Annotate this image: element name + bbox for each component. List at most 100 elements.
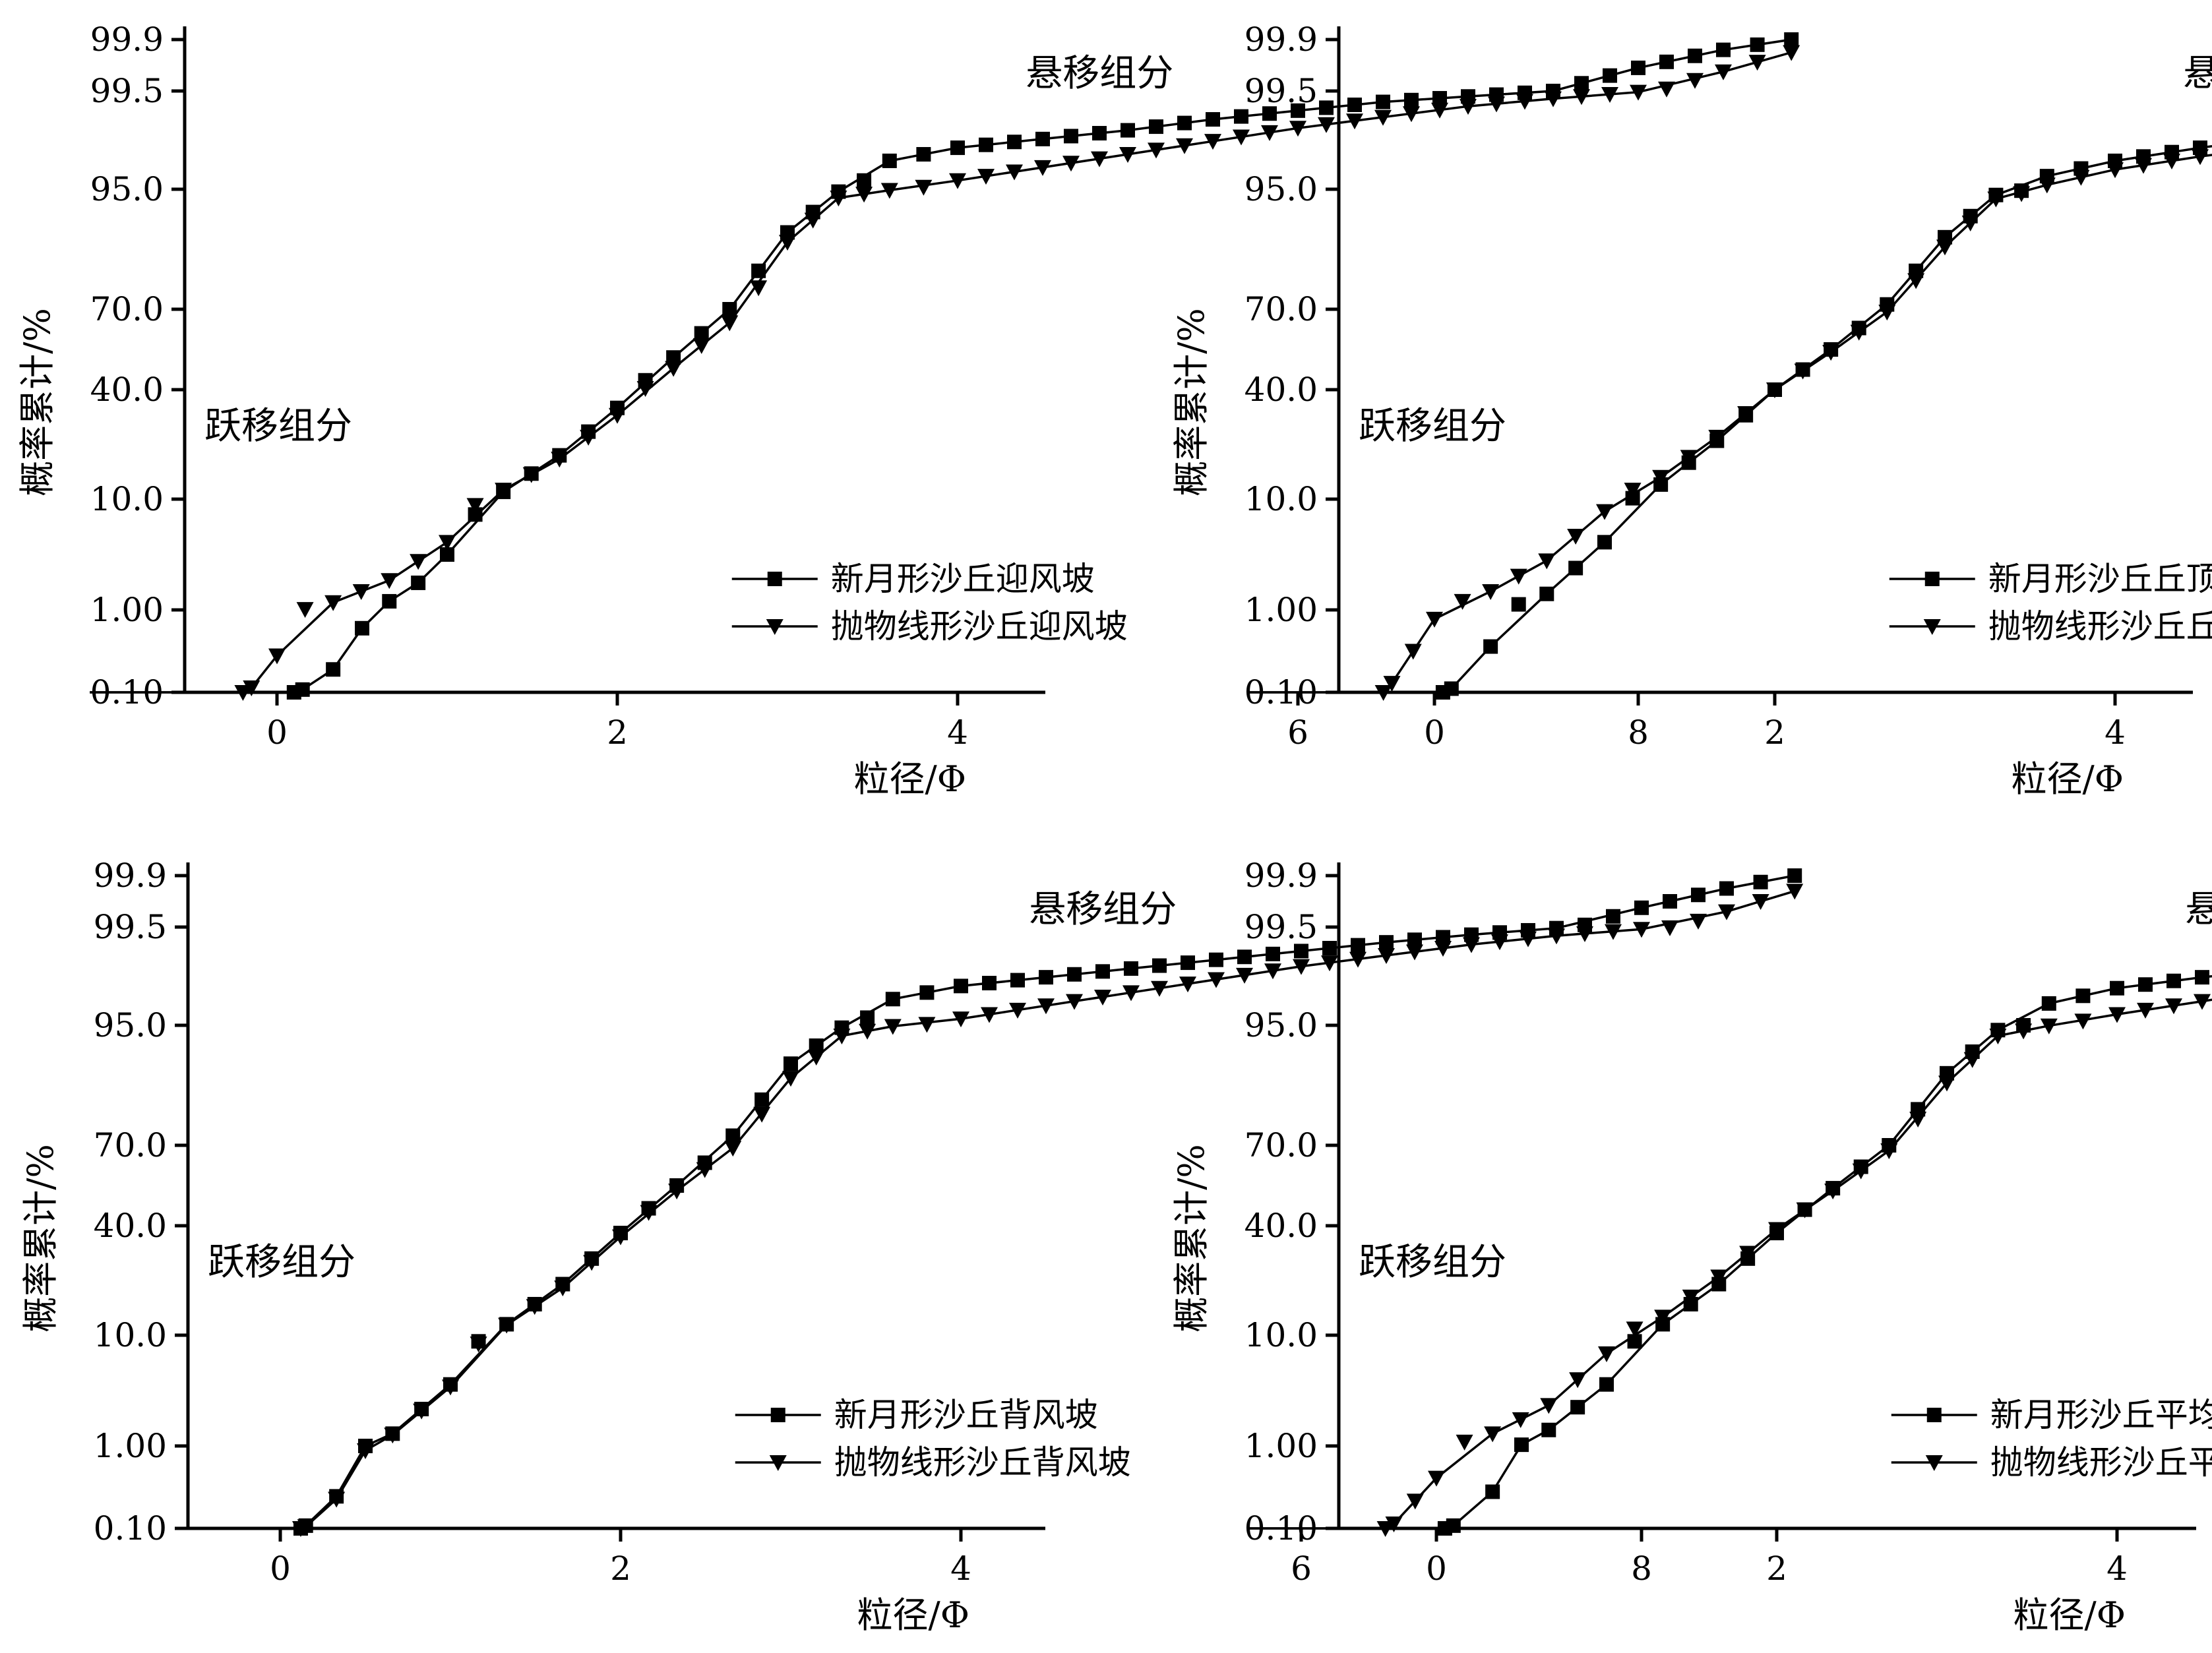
data-point [1446, 1518, 1461, 1533]
x-tick-label: 6 [1287, 713, 1308, 752]
data-point [1034, 160, 1051, 176]
data-point [859, 1023, 876, 1040]
legend-marker [767, 572, 782, 586]
data-point [636, 380, 654, 397]
data-point [1037, 998, 1055, 1015]
legend-marker [1925, 1455, 1943, 1471]
legend-entry: 新月形沙丘背风坡 [834, 1396, 1098, 1434]
legend-entry: 新月形沙丘平均 [1990, 1396, 2212, 1434]
data-point [439, 535, 456, 551]
data-point [1009, 1002, 1026, 1019]
y-tick-label: 99.9 [90, 20, 164, 59]
data-point [1233, 129, 1250, 146]
data-point [1484, 1426, 1502, 1443]
data-point [1092, 126, 1107, 141]
data-point [1961, 215, 1979, 231]
data-point [915, 179, 933, 196]
data-point [783, 1056, 798, 1071]
data-point [1548, 928, 1565, 945]
data-point [1444, 681, 1459, 696]
data-point [1514, 1437, 1529, 1453]
data-point [2013, 186, 2031, 202]
data-point [2163, 153, 2180, 169]
x-axis-label: 粒径/Φ [2012, 758, 2124, 800]
data-point [882, 153, 897, 168]
data-point [1658, 81, 1675, 98]
data-point [1148, 142, 1165, 159]
data-point [2135, 158, 2152, 174]
data-point [1374, 109, 1392, 126]
data-point [326, 662, 341, 677]
y-tick-label: 70.0 [90, 290, 164, 328]
data-point [1322, 941, 1337, 956]
data-point [1768, 1222, 1785, 1238]
data-point [352, 584, 370, 600]
data-point [950, 140, 965, 156]
data-point [1601, 86, 1618, 103]
y-tick-label: 0.10 [94, 1509, 167, 1548]
data-point [2075, 988, 2091, 1004]
data-point [1663, 894, 1677, 909]
data-point [1680, 450, 1698, 466]
legend-marker [1924, 572, 1940, 586]
data-point [1716, 42, 1731, 57]
y-tick-label: 1.00 [1244, 591, 1318, 629]
x-axis-label: 粒径/Φ [2013, 1594, 2126, 1636]
data-point [2015, 1023, 2033, 1040]
y-tick-label: 95.0 [94, 1006, 167, 1044]
data-point [1385, 1517, 1403, 1533]
data-point [1491, 934, 1508, 951]
data-point [1351, 938, 1365, 953]
data-point [1661, 920, 1678, 936]
x-tick-label: 0 [1426, 1549, 1447, 1588]
data-point [1291, 103, 1305, 118]
x-tick-label: 0 [266, 713, 288, 752]
data-point [2074, 1013, 2092, 1030]
suspension-label: 悬移组分 [2185, 888, 2212, 931]
data-point [1936, 239, 1953, 256]
data-point [1347, 97, 1362, 112]
data-point [1824, 1184, 1842, 1200]
data-point [609, 407, 626, 424]
y-tick-label: 95.0 [90, 170, 164, 208]
data-point [1626, 1321, 1644, 1338]
data-point [949, 173, 966, 189]
data-point [1010, 973, 1025, 988]
data-point [1541, 1422, 1556, 1437]
data-point [1794, 363, 1812, 380]
data-point [580, 429, 598, 446]
data-point [1520, 931, 1537, 947]
data-point [1456, 1434, 1473, 1451]
data-point [754, 1092, 770, 1107]
y-tick-label: 1.00 [94, 1427, 167, 1465]
data-point [470, 1337, 487, 1353]
series-crescent [293, 868, 1802, 1536]
data-point [1682, 1289, 1700, 1306]
data-point [1346, 113, 1363, 130]
chart-panel-bottom-right: 0.101.0010.040.070.095.099.599.902468粒径/… [1171, 857, 2212, 1636]
y-tick-label: 70.0 [94, 1126, 167, 1164]
x-tick-label: 8 [1628, 713, 1649, 752]
data-point [1545, 91, 1562, 107]
data-point [1431, 102, 1448, 119]
x-tick-label: 8 [1631, 1549, 1652, 1588]
data-point [1708, 429, 1726, 446]
data-point [779, 235, 796, 251]
data-point [1510, 568, 1527, 585]
data-point [2041, 996, 2056, 1011]
y-tick-label: 40.0 [1244, 1207, 1318, 1245]
data-point [1177, 115, 1192, 131]
data-point [1404, 92, 1419, 107]
data-point [1989, 1029, 2007, 1045]
data-point [612, 1229, 629, 1246]
y-tick-label: 95.0 [1244, 170, 1318, 208]
data-point [1067, 967, 1082, 982]
data-point [1633, 922, 1650, 938]
data-point [952, 1011, 969, 1028]
data-point [1570, 1400, 1585, 1415]
data-point [1376, 94, 1390, 109]
data-point [751, 263, 766, 278]
data-point [1406, 944, 1423, 961]
data-point [1208, 972, 1225, 988]
